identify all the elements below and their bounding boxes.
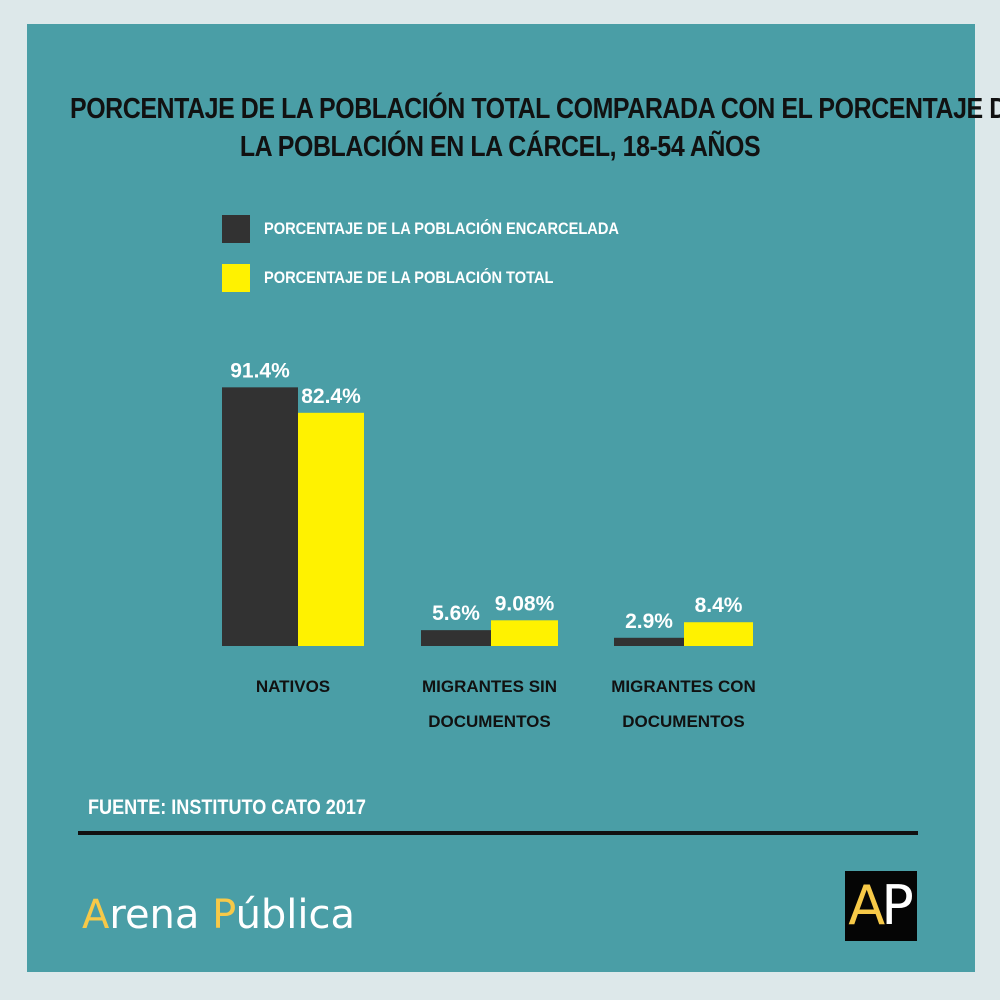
chart-title-line-2: LA POBLACIÓN EN LA CÁRCEL, 18-54 AÑOS xyxy=(239,131,761,163)
bar-total-0 xyxy=(298,412,364,646)
legend-item-encarcelada: PORCENTAJE DE LA POBLACIÓN ENCARCELADA xyxy=(222,214,677,244)
chart-panel xyxy=(27,24,975,972)
legend-swatch-encarcelada xyxy=(222,215,250,243)
data-label-total-2: 8.4% xyxy=(695,594,743,617)
bar-encarcelada-1 xyxy=(421,630,491,646)
category-label-2-line-1: DOCUMENTOS xyxy=(622,712,744,731)
category-label-1-line-0: MIGRANTES SIN xyxy=(422,677,557,696)
source-note: FUENTE: INSTITUTO CATO 2017 xyxy=(88,796,366,819)
bar-total-2 xyxy=(684,622,753,646)
chart-title-line-1: PORCENTAJE DE LA POBLACIÓN TOTAL COMPARA… xyxy=(70,93,1000,125)
chart-title: PORCENTAJE DE LA POBLACIÓN TOTAL COMPARA… xyxy=(70,90,1000,166)
legend-swatch-total xyxy=(222,264,250,292)
footer-divider xyxy=(78,831,918,835)
category-label-1-line-1: DOCUMENTOS xyxy=(428,712,550,731)
data-label-encarcelada-2: 2.9% xyxy=(625,610,673,633)
data-label-encarcelada-0: 91.4% xyxy=(230,359,290,382)
data-label-encarcelada-1: 5.6% xyxy=(432,602,480,625)
data-label-total-0: 82.4% xyxy=(301,385,361,408)
legend-label-total: PORCENTAJE DE LA POBLACIÓN TOTAL xyxy=(264,268,554,287)
bar-encarcelada-0 xyxy=(222,387,298,646)
legend-item-total: PORCENTAJE DE LA POBLACIÓN TOTAL xyxy=(222,263,601,293)
bar-encarcelada-2 xyxy=(614,637,684,646)
category-label-0-line-0: NATIVOS xyxy=(256,677,330,696)
brand-wordmark: Arena Pública xyxy=(82,892,356,938)
category-label-2-line-0: MIGRANTES CON xyxy=(611,677,756,696)
bar-total-1 xyxy=(491,620,558,646)
data-label-total-1: 9.08% xyxy=(495,592,555,615)
legend-label-encarcelada: PORCENTAJE DE LA POBLACIÓN ENCARCELADA xyxy=(264,219,619,238)
